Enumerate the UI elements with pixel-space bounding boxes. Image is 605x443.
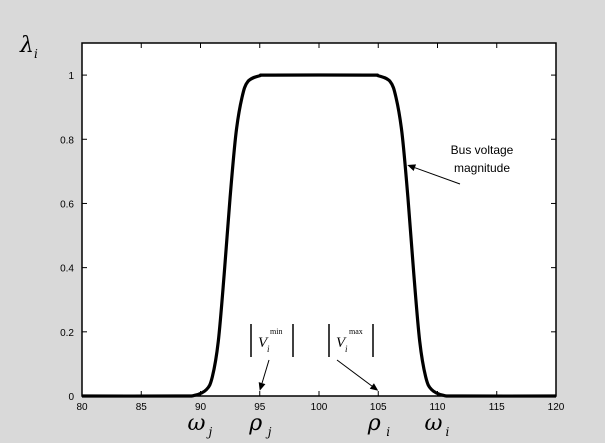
below-axis-symbol: ρ: [367, 411, 381, 436]
x-tick-label: 100: [311, 402, 328, 413]
vmax-arrow: [336, 359, 373, 387]
y-tick-label: 0.6: [60, 199, 74, 210]
below-axis-subscript: j: [265, 425, 272, 439]
vmax-arrowhead: [369, 383, 379, 391]
vmax-label: V max i: [328, 324, 374, 357]
annotation-arrowhead: [407, 164, 417, 171]
vmin-arrow: [261, 359, 270, 384]
svg-text:i: i: [267, 344, 270, 354]
x-tick-label: 95: [254, 402, 266, 413]
svg-text:max: max: [349, 327, 363, 336]
y-tick-label: 1: [68, 71, 74, 82]
vmin-label: V min i: [250, 324, 294, 357]
below-axis-subscript: j: [206, 425, 213, 439]
below-axis-symbol: ω: [425, 411, 443, 436]
annotation-line-1: Bus voltage: [451, 143, 514, 157]
svg-text:V: V: [336, 335, 347, 351]
vmin-arrowhead: [258, 382, 266, 391]
membership-curve: [81, 73, 557, 398]
annotation-line-2: magnitude: [454, 161, 510, 175]
below-axis-subscript: i: [386, 425, 390, 439]
y-tick-label: 0.8: [60, 135, 74, 146]
x-tick-label: 115: [489, 402, 505, 413]
y-tick-label: 0.4: [60, 264, 74, 275]
below-axis-symbol: ρ: [248, 411, 262, 436]
x-tick-label: 105: [370, 402, 387, 413]
x-tick-label: 80: [76, 402, 88, 413]
x-tick-label: 110: [430, 402, 446, 413]
x-tick-label: 85: [136, 402, 148, 413]
y-axis-label-subscript: i: [34, 47, 38, 61]
x-tick-label: 90: [195, 402, 207, 413]
y-axis-label: λ: [19, 33, 34, 58]
y-tick-label: 0: [68, 392, 74, 403]
below-axis-subscript: i: [446, 425, 450, 439]
annotation-arrow: [414, 167, 461, 185]
y-tick-label: 0.2: [60, 328, 74, 339]
x-tick-label: 120: [548, 402, 565, 413]
below-axis-symbol: ω: [188, 411, 206, 436]
svg-text:min: min: [270, 327, 282, 336]
plot-area: [81, 42, 557, 397]
svg-text:i: i: [345, 344, 348, 354]
svg-text:V: V: [258, 335, 269, 351]
